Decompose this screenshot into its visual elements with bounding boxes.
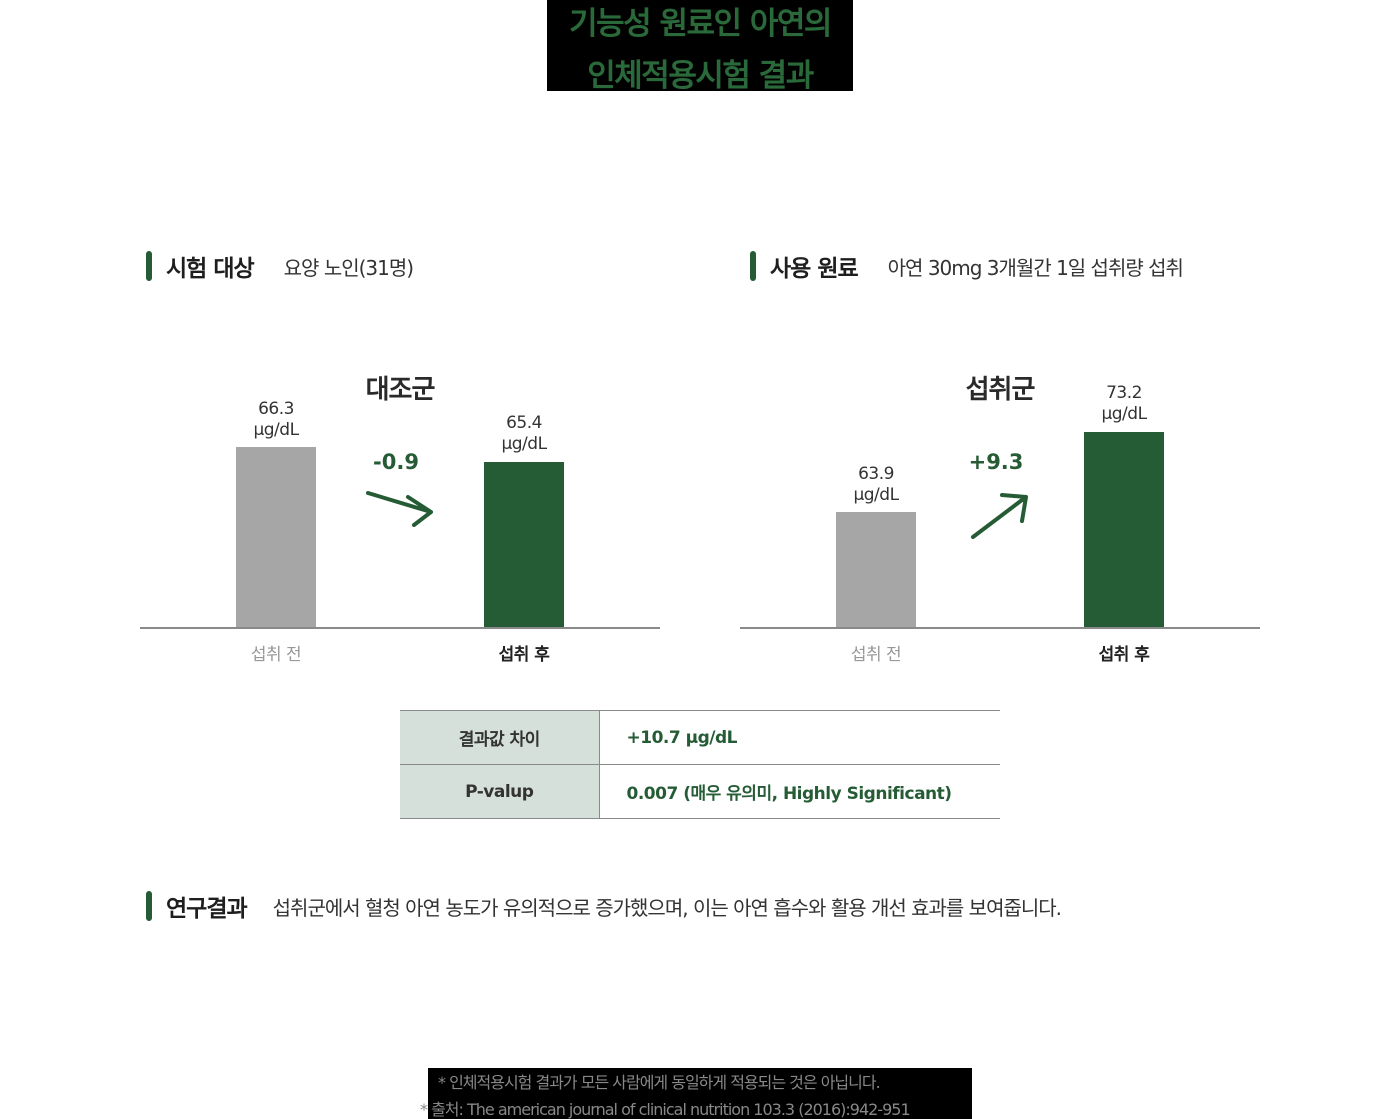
unit: μg/dL <box>1101 404 1147 424</box>
bar-value-label: 73.2 μg/dL <box>1064 383 1184 425</box>
result-value: 섭취군에서 혈청 아연 농도가 유의적으로 증가했으며, 이는 아연 흡수와 활… <box>272 895 1062 920</box>
material-label: 사용 원료 <box>770 256 859 282</box>
unit: μg/dL <box>853 485 899 505</box>
chart-title: 대조군 <box>365 375 436 405</box>
x-axis <box>740 627 1260 629</box>
bar-before <box>236 447 316 627</box>
material-value: 아연 30mg 3개월간 1일 섭취량 섭취 <box>887 255 1184 280</box>
accent-bar-icon <box>750 251 756 281</box>
accent-bar-icon <box>146 891 152 921</box>
accent-bar-icon <box>146 251 152 281</box>
info-result: 연구결과 섭취군에서 혈청 아연 농도가 유의적으로 증가했으며, 이는 아연 … <box>146 889 1062 923</box>
row-key: P-valup <box>400 764 600 819</box>
footer-source: * 출처: The american journal of clinical n… <box>420 1100 911 1119</box>
bar-after <box>1084 432 1164 627</box>
result-table: 결과값 차이 +10.7 μg/dL P-valup 0.007 (매우 유의미… <box>400 710 1000 819</box>
value: 66.3 <box>258 399 294 419</box>
delta-value: -0.9 <box>373 450 419 474</box>
bar-value-label: 65.4 μg/dL <box>464 413 584 455</box>
delta-value: +9.3 <box>968 450 1024 474</box>
value: 65.4 <box>506 413 542 433</box>
bar-value-label: 63.9 μg/dL <box>816 464 936 506</box>
category-label-before: 섭취 전 <box>250 645 302 665</box>
category-label-after: 섭취 후 <box>1098 645 1150 665</box>
table-row: P-valup 0.007 (매우 유의미, Highly Significan… <box>400 764 1000 819</box>
title-line-1: 기능성 원료인 아연의 <box>569 6 832 42</box>
subject-value: 요양 노인(31명) <box>283 255 414 280</box>
unit: μg/dL <box>253 420 299 440</box>
chart-control: 대조군 66.3 μg/dL -0.9 65.4 μg/dL 섭취 전 섭취 후 <box>140 361 660 665</box>
x-axis <box>140 627 660 629</box>
chart-title: 섭취군 <box>965 375 1036 405</box>
chart-intake: 섭취군 63.9 μg/dL +9.3 73.2 μg/dL 섭취 전 섭취 후 <box>740 361 1260 665</box>
arrow-up-right-icon <box>971 493 1028 539</box>
bar-after <box>484 462 564 627</box>
value: 73.2 <box>1106 383 1142 403</box>
page-title: 기능성 원료인 아연의 인체적용시험 결과 <box>547 0 853 94</box>
bar-before <box>836 512 916 627</box>
row-value: 0.007 (매우 유의미, Highly Significant) <box>599 764 1000 819</box>
result-label: 연구결과 <box>166 896 248 922</box>
arrow-down-right-icon <box>366 491 433 527</box>
title-line-2: 인체적용시험 결과 <box>587 58 814 94</box>
bar-value-label: 66.3 μg/dL <box>216 399 336 441</box>
footer-disclaimer: * 인체적용시험 결과가 모든 사람에게 동일하게 적용되는 것은 아닙니다. <box>438 1073 881 1092</box>
info-material: 사용 원료 아연 30mg 3개월간 1일 섭취량 섭취 <box>750 249 1184 283</box>
unit: μg/dL <box>501 434 547 454</box>
category-label-after: 섭취 후 <box>498 645 550 665</box>
table-row: 결과값 차이 +10.7 μg/dL <box>400 710 1000 765</box>
value: 63.9 <box>858 464 894 484</box>
footer-highlight <box>428 1068 972 1119</box>
row-key: 결과값 차이 <box>400 710 600 765</box>
info-subject: 시험 대상 요양 노인(31명) <box>146 249 414 283</box>
subject-label: 시험 대상 <box>166 256 255 282</box>
row-value: +10.7 μg/dL <box>599 710 1000 765</box>
category-label-before: 섭취 전 <box>850 645 902 665</box>
